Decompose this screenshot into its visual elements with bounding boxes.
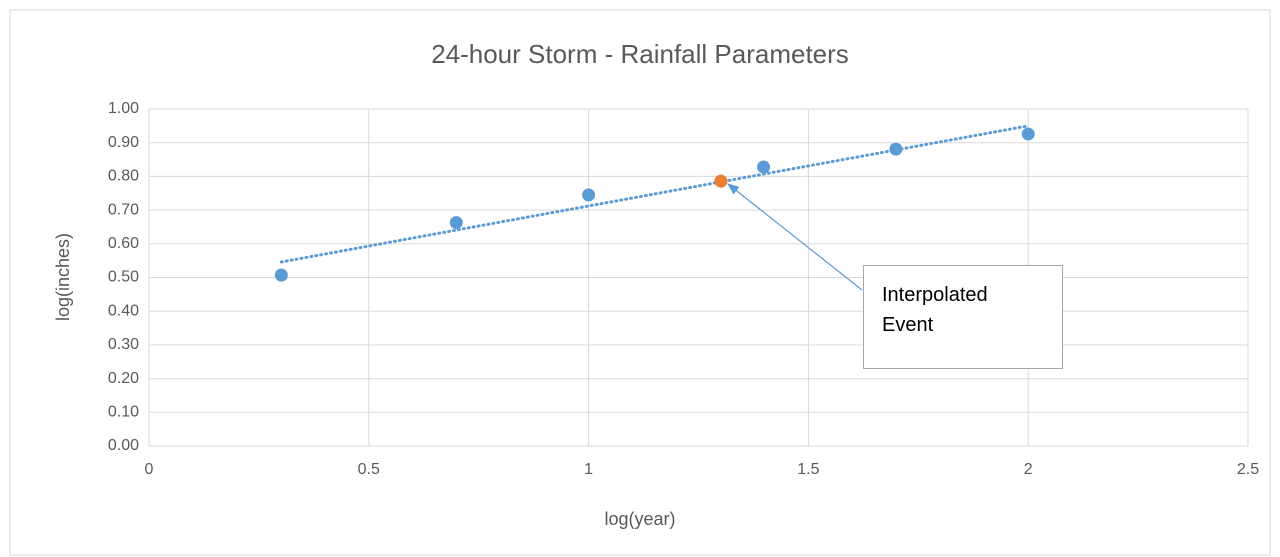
annotation: Interpolated Event — [863, 265, 1063, 369]
chart-border — [9, 9, 1271, 556]
y-tick-label: 1.00 — [108, 100, 139, 117]
y-tick-label: 0.30 — [108, 336, 139, 353]
y-tick-label: 0.00 — [108, 437, 139, 454]
y-tick-label: 0.90 — [108, 134, 139, 151]
y-tick-label: 0.50 — [108, 269, 139, 286]
y-tick-label: 0.40 — [108, 302, 139, 319]
data-point — [1021, 127, 1035, 141]
data-point — [274, 268, 288, 282]
data-point — [582, 188, 596, 202]
y-tick-label: 0.10 — [108, 404, 139, 421]
data-point — [757, 160, 771, 174]
x-tick-label: 0 — [145, 461, 154, 478]
data-point — [449, 216, 463, 230]
x-tick-label: 2.5 — [1237, 461, 1259, 478]
y-tick-label: 0.70 — [108, 201, 139, 218]
x-tick-label: 1 — [584, 461, 593, 478]
trendline — [279, 124, 1030, 264]
annotation-arrow — [727, 183, 863, 291]
x-tick-label: 1.5 — [797, 461, 819, 478]
y-axis-label: log(inches) — [53, 233, 73, 321]
data-point — [889, 142, 903, 156]
chart-title: 24-hour Storm - Rainfall Parameters — [431, 39, 849, 69]
x-tick-label: 0.5 — [358, 461, 380, 478]
y-tick-label: 0.80 — [108, 168, 139, 185]
y-tick-label: 0.60 — [108, 235, 139, 252]
y-tick-label: 0.20 — [108, 370, 139, 387]
x-axis-label: log(year) — [604, 509, 675, 529]
data-point — [714, 174, 728, 188]
x-tick-label: 2 — [1024, 461, 1033, 478]
